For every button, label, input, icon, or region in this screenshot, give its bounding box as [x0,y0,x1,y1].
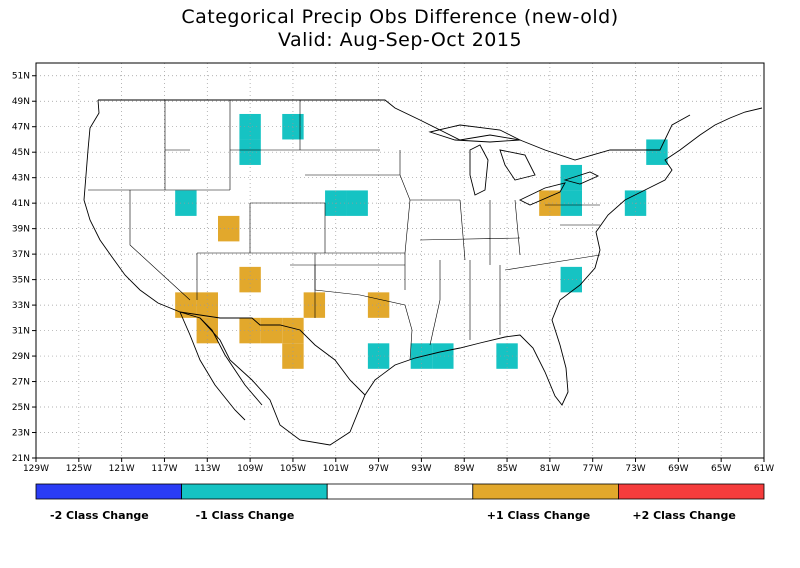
map-subtitle: Valid: Aug-Sep-Oct 2015 [277,29,523,51]
us-canada-border [98,99,691,161]
difference-cell [496,343,518,369]
y-tick-label: 27N [12,378,30,388]
lake-huron [499,149,536,181]
y-tick-label: 51N [12,72,30,82]
lake-superior [428,124,522,143]
y-tick-label: 21N [12,454,30,464]
x-tick-label: 61W [754,464,774,474]
difference-cell [367,343,390,369]
legend-swatch [326,483,474,500]
x-tick-label: 85W [497,464,517,474]
x-tick-label: 97W [368,464,388,474]
x-tick-label: 125W [66,464,92,474]
difference-cell [196,317,218,344]
gulf-of-california [199,317,263,406]
y-tick-label: 35N [12,276,30,286]
x-tick-label: 113W [194,464,220,474]
x-tick-label: 109W [237,464,263,474]
difference-cell [239,317,261,344]
y-tick-label: 49N [12,97,30,107]
difference-cell [260,317,283,344]
state-lines [88,100,601,346]
x-tick-label: 65W [711,464,731,474]
lake-erie [518,182,566,206]
atlantic-coastline [551,107,763,346]
x-tick-label: 77W [583,464,603,474]
difference-cell [239,113,261,140]
x-tick-label: 73W [625,464,645,474]
x-tick-label: 81W [540,464,560,474]
y-tick-label: 33N [12,301,30,311]
baja-coastline [179,311,246,421]
legend-swatch [472,483,619,500]
x-tick-label: 93W [411,464,431,474]
x-tick-label: 105W [280,464,306,474]
legend-label: -2 Class Change [50,509,149,522]
x-tick-label: 121W [109,464,135,474]
y-tick-label: 37N [12,250,30,260]
y-tick-label: 25N [12,403,30,413]
gulf-coastline [349,334,569,433]
texas-oklahoma [290,264,413,361]
difference-cell [367,292,390,318]
map-title: Categorical Precip Obs Difference (new-o… [181,6,619,28]
x-tick-label: 101W [323,464,349,474]
lake-michigan [469,144,489,196]
difference-cell [239,139,261,165]
legend-label: +2 Class Change [632,509,736,522]
axis-ticks: 129W 125W 121W 117W 113W 109W 105W 101W 97W 93W 89… [12,72,774,474]
difference-cell [346,190,368,216]
difference-cell [175,292,197,318]
y-tick-label: 47N [12,123,30,133]
boundaries [83,99,763,446]
difference-cell [196,292,218,318]
y-tick-label: 41N [12,199,30,209]
y-tick-label: 31N [12,327,30,337]
legend-label: -1 Class Change [195,509,295,522]
y-tick-label: 43N [12,174,30,184]
difference-cell [175,190,197,216]
y-tick-label: 29N [12,352,30,362]
difference-cell [560,190,582,216]
map-frame [35,62,765,459]
lake-ontario [563,171,600,185]
pacific-coastline [83,99,351,446]
difference-cell [303,292,326,318]
legend-swatch [618,483,765,500]
difference-cells [175,113,668,369]
gridlines [35,63,765,459]
y-tick-label: 23N [12,429,30,439]
legend-swatch [181,483,328,500]
legend-swatch [35,483,183,500]
difference-cell [432,343,454,369]
difference-cell [560,266,582,293]
x-tick-label: 69W [668,464,688,474]
x-tick-label: 129W [23,464,49,474]
us-mexico-border [179,311,366,396]
legend-label: +1 Class Change [486,509,591,522]
x-tick-label: 89W [454,464,474,474]
y-tick-label: 45N [12,148,30,158]
y-tick-label: 39N [12,225,30,235]
x-tick-label: 117W [151,464,177,474]
color-legend [35,483,765,500]
